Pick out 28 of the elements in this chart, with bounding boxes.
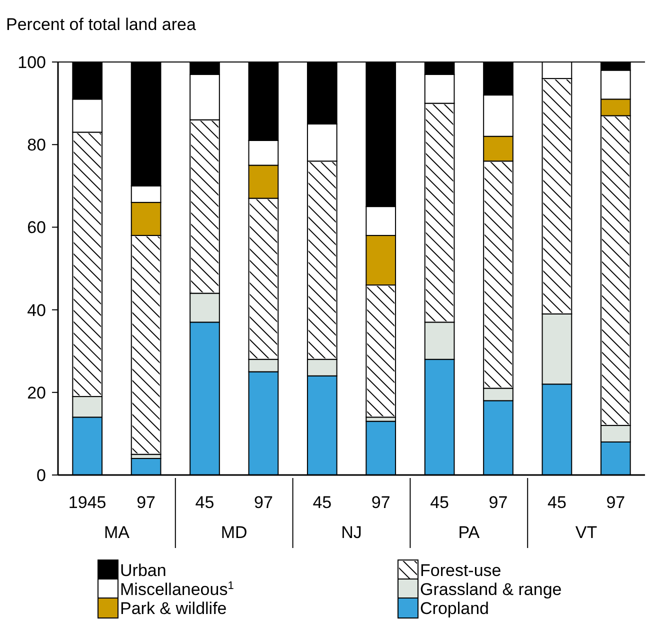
text: MA (104, 523, 130, 542)
y-tick-label: 0 (36, 466, 46, 485)
y-tick-label: 40 (27, 300, 46, 320)
legend-label: Urban (120, 561, 166, 580)
x-tick-label: 97 (488, 493, 508, 512)
y-tick-label: 100 (18, 52, 46, 72)
y-tick-label: 20 (27, 383, 46, 402)
text: MD (220, 523, 248, 542)
text: PA (458, 523, 480, 542)
legend-label: Park & wildlife (120, 599, 227, 618)
text: NJ (341, 523, 362, 542)
legend-label: Cropland (420, 599, 489, 618)
y-tick-label: 60 (27, 218, 46, 238)
legend-label: Miscellaneous$^{1}$ (120, 580, 234, 599)
legend-label: Forest-use (420, 561, 502, 580)
x-tick-label: 45 (547, 493, 566, 512)
x-tick-label: 45 (312, 493, 332, 512)
text: VT (575, 523, 598, 542)
x-tick-label: 97 (606, 493, 626, 512)
x-tick-label: 45 (195, 493, 214, 512)
legend-label: Grassland & range (420, 580, 562, 599)
y-axis-title: Percent of total land area (6, 15, 196, 34)
x-tick-label: 97 (254, 493, 273, 512)
x-tick-label: 45 (430, 493, 450, 512)
y-tick-label: 80 (27, 136, 46, 155)
x-tick-label: 97 (371, 493, 390, 512)
x-tick-label: 1945 (68, 493, 106, 512)
x-tick-label: 97 (136, 493, 156, 512)
